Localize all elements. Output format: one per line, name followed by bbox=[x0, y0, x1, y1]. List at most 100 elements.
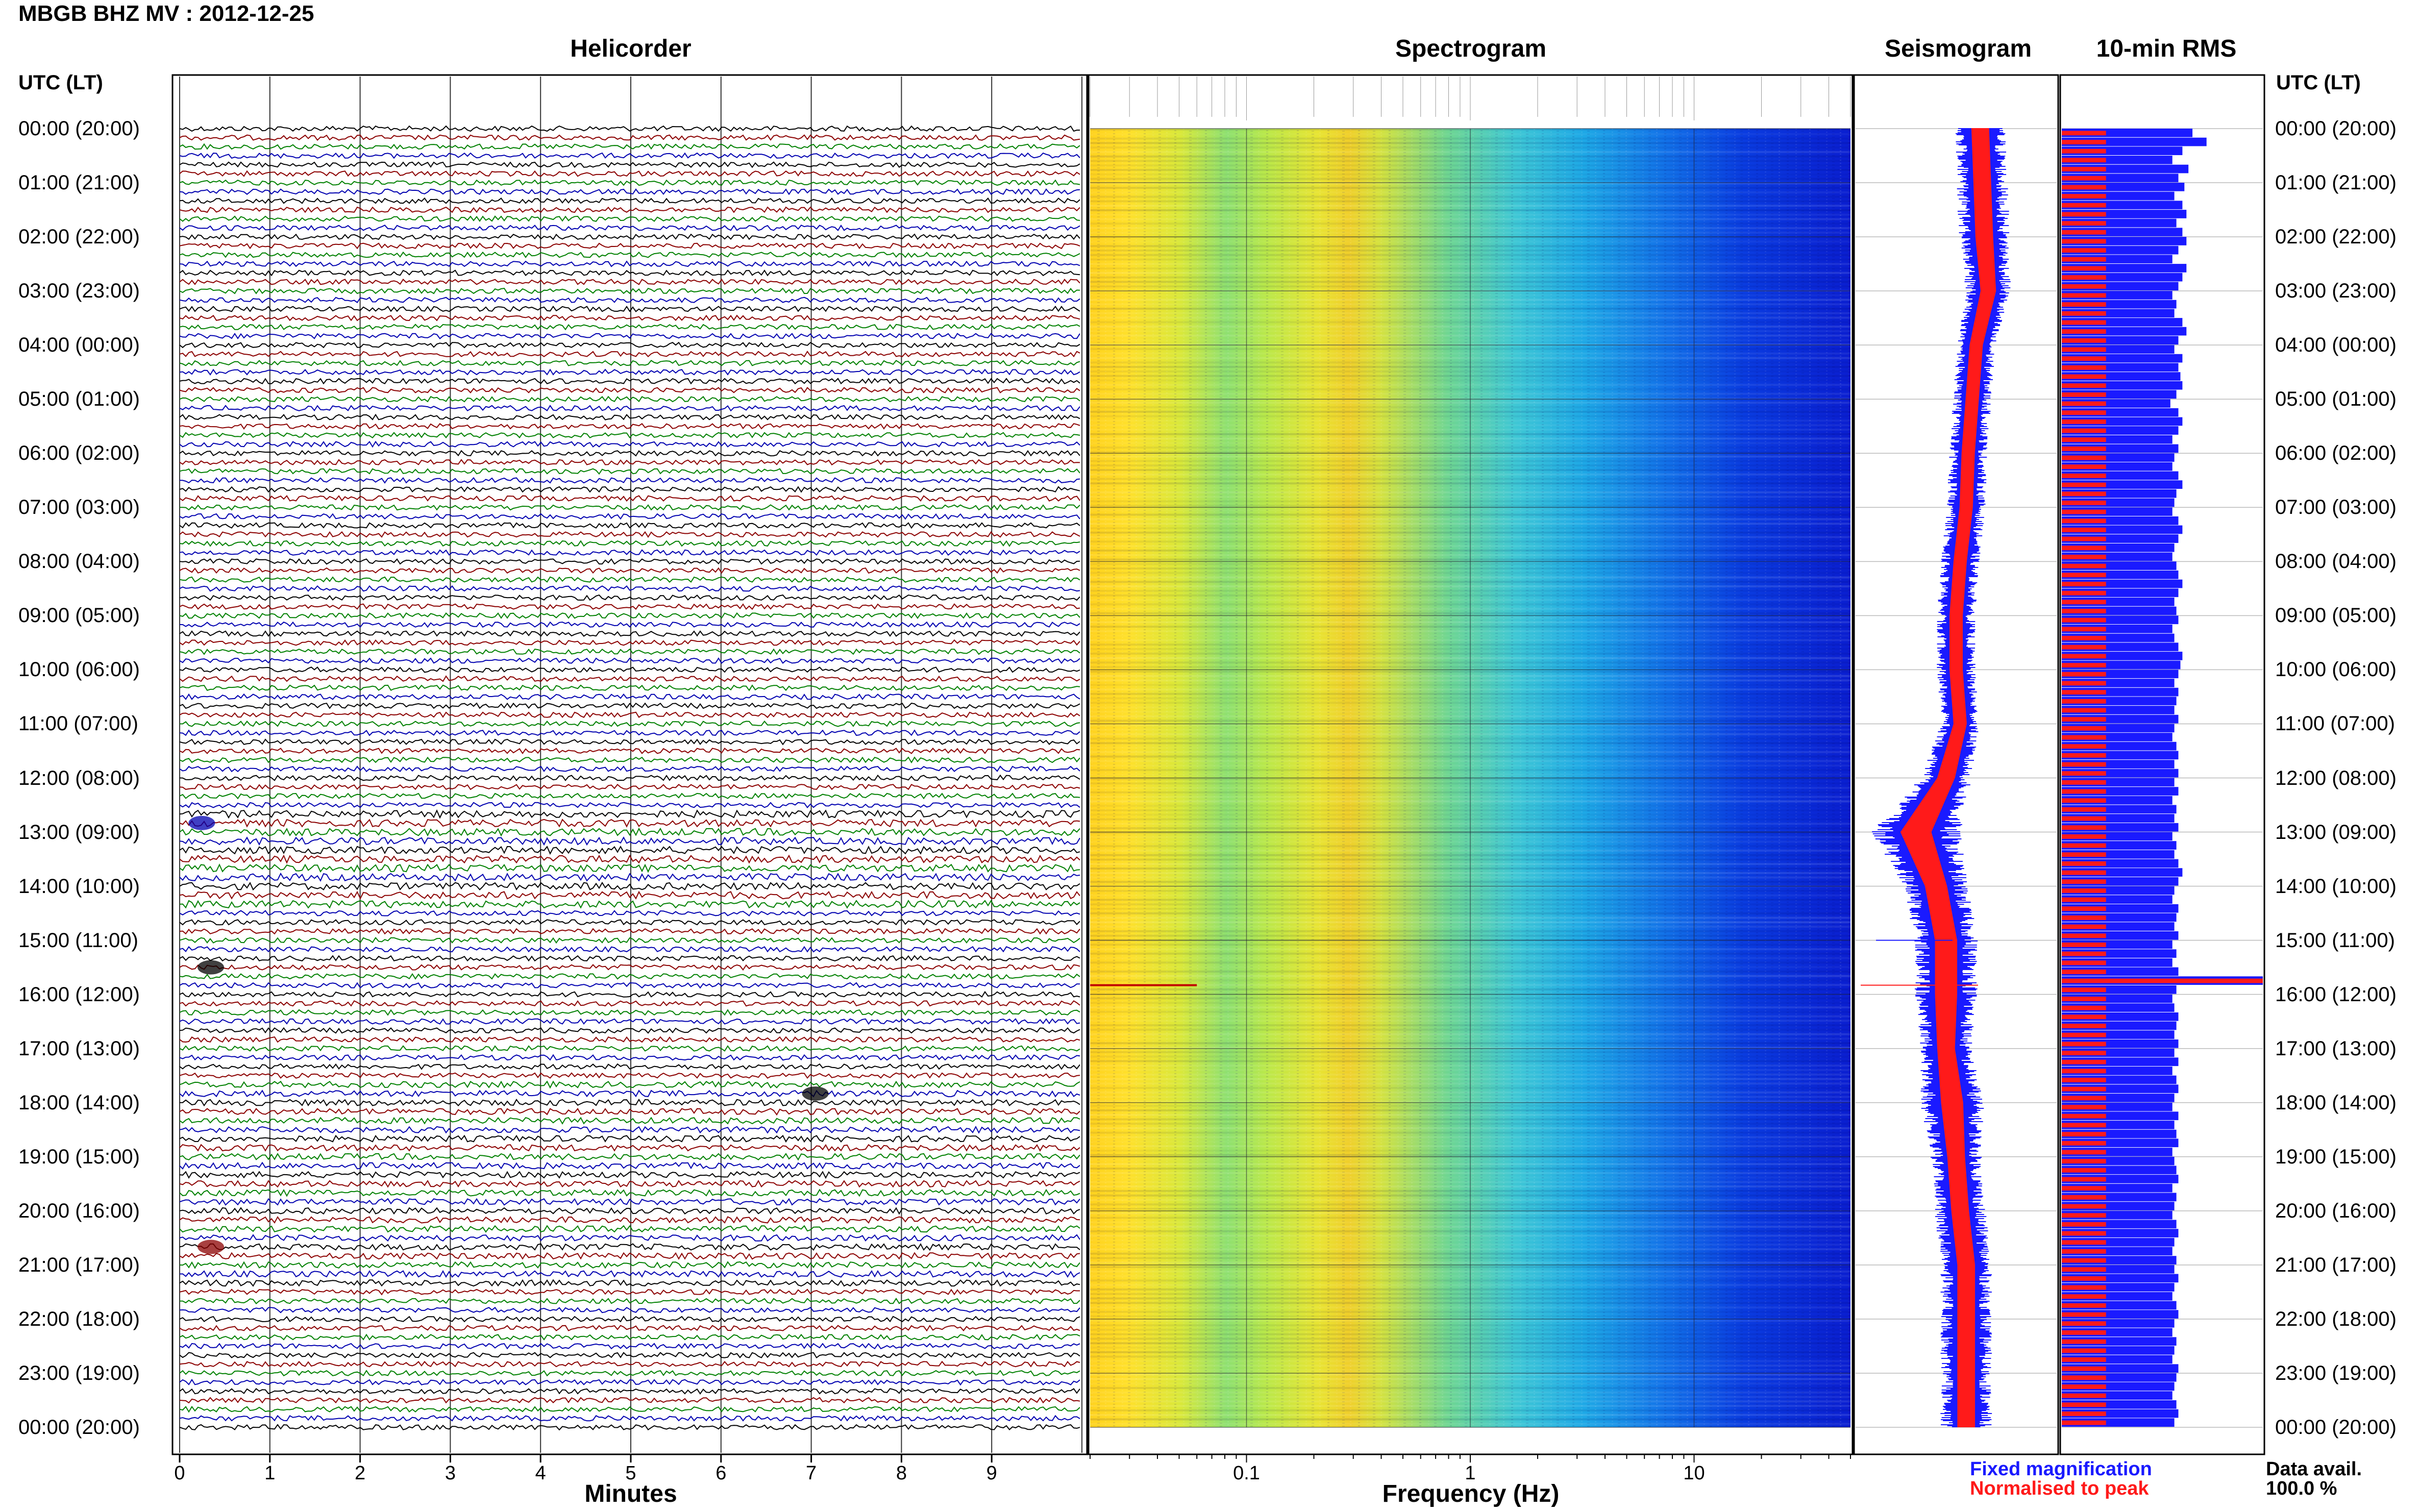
rms-normalised-bar bbox=[2062, 879, 2106, 884]
helicorder-trace bbox=[179, 1180, 1080, 1188]
rms-normalised-bar bbox=[2062, 275, 2106, 280]
time-label-right: 00:00 (20:00) bbox=[2275, 117, 2397, 140]
helicorder-trace bbox=[179, 522, 1080, 529]
rms-normalised-bar bbox=[2062, 293, 2106, 298]
helicorder-trace bbox=[179, 134, 1080, 141]
helicorder-trace bbox=[179, 1054, 1080, 1061]
helicorder-trace bbox=[179, 1125, 1080, 1134]
rms-normalised-bar bbox=[2062, 212, 2106, 217]
helicorder-trace bbox=[179, 783, 1080, 790]
time-label-left: 00:00 (20:00) bbox=[18, 1416, 140, 1439]
rms-normalised-bar bbox=[2062, 563, 2106, 568]
helicorder-trace bbox=[179, 1306, 1080, 1313]
helicorder-trace bbox=[179, 341, 1080, 349]
rms-normalised-bar bbox=[2062, 951, 2106, 956]
time-label-left: 00:00 (20:00) bbox=[18, 117, 140, 140]
rms-normalised-bar bbox=[2062, 690, 2106, 695]
helicorder-trace bbox=[179, 269, 1080, 277]
time-label-left: 22:00 (18:00) bbox=[18, 1307, 140, 1330]
rms-normalised-bar bbox=[2062, 383, 2106, 388]
rms-normalised-bar bbox=[2062, 1042, 2106, 1047]
time-label-left: 07:00 (03:00) bbox=[18, 496, 140, 519]
rms-normalised-bar bbox=[2062, 681, 2106, 686]
time-label-right: 23:00 (19:00) bbox=[2275, 1361, 2397, 1384]
rms-normalised-bar bbox=[2062, 582, 2106, 586]
time-label-right: 10:00 (06:00) bbox=[2275, 658, 2397, 681]
rms-normalised-bar bbox=[2062, 518, 2106, 524]
helicorder-trace bbox=[179, 558, 1080, 565]
rms-normalised-bar bbox=[2062, 1267, 2106, 1272]
time-label-right: 21:00 (17:00) bbox=[2275, 1253, 2397, 1276]
spectrogram-title: Spectrogram bbox=[1395, 35, 1547, 62]
rms-normalised-bar bbox=[2062, 1132, 2106, 1136]
helicorder-trace bbox=[179, 946, 1080, 953]
helicorder-trace bbox=[179, 1009, 1080, 1016]
helicorder-trace bbox=[179, 225, 1080, 231]
spectrogram-tick-marks bbox=[1090, 77, 1851, 1463]
time-label-right: 20:00 (16:00) bbox=[2275, 1199, 2397, 1222]
rms-normalised-bar bbox=[2062, 726, 2106, 731]
time-label-left: 14:00 (10:00) bbox=[18, 875, 140, 898]
rms-bars bbox=[2062, 129, 2263, 1427]
time-label-left: 10:00 (06:00) bbox=[18, 658, 140, 681]
rms-normalised-bar bbox=[2062, 230, 2106, 235]
time-label-left: 09:00 (05:00) bbox=[18, 604, 140, 627]
time-label-right: 16:00 (12:00) bbox=[2275, 983, 2397, 1006]
helicorder-trace bbox=[179, 657, 1080, 664]
helicorder-trace bbox=[179, 314, 1080, 321]
helicorder-trace bbox=[179, 1261, 1080, 1269]
rms-normalised-bar bbox=[2062, 1312, 2106, 1317]
helicorder-trace bbox=[179, 486, 1080, 493]
time-label-right: 22:00 (18:00) bbox=[2275, 1307, 2397, 1330]
rms-normalised-bar bbox=[2062, 1177, 2106, 1182]
helicorder-trace bbox=[179, 836, 1080, 846]
helicorder-trace bbox=[179, 413, 1080, 420]
helicorder-trace bbox=[179, 648, 1080, 655]
time-label-right: 04:00 (00:00) bbox=[2275, 334, 2397, 357]
rms-normalised-bar bbox=[2062, 861, 2106, 866]
helicorder-trace bbox=[179, 910, 1080, 916]
rms-normalised-bar bbox=[2062, 600, 2106, 605]
rms-normalised-bar bbox=[2062, 1330, 2106, 1335]
helicorder-trace bbox=[179, 305, 1080, 312]
helicorder-trace bbox=[179, 928, 1080, 935]
time-label-left: 08:00 (04:00) bbox=[18, 550, 140, 573]
rms-normalised-bar bbox=[2062, 320, 2106, 325]
rms-normalised-bar bbox=[2062, 1186, 2106, 1191]
helicorder-trace bbox=[179, 1360, 1080, 1368]
rms-normalised-bar bbox=[2062, 1096, 2106, 1101]
rms-normalised-bar bbox=[2062, 843, 2106, 848]
rms-normalised-bar bbox=[2062, 221, 2106, 226]
time-label-left: 18:00 (14:00) bbox=[18, 1091, 140, 1114]
legend-normalised-to-peak: Normalised to peak bbox=[1970, 1478, 2149, 1499]
helicorder-trace bbox=[179, 333, 1080, 340]
time-label-right: 08:00 (04:00) bbox=[2275, 550, 2397, 573]
rms-normalised-bar bbox=[2062, 1258, 2106, 1263]
helicorder-trace bbox=[179, 152, 1080, 159]
helicorder-trace bbox=[179, 368, 1080, 376]
helicorder-xlabel: Minutes bbox=[584, 1480, 677, 1507]
time-label-left: 13:00 (09:00) bbox=[18, 821, 140, 844]
rms-normalised-bar bbox=[2062, 374, 2106, 379]
helicorder-trace bbox=[179, 890, 1080, 900]
helicorder-trace bbox=[179, 792, 1080, 800]
rms-normalised-bar bbox=[2062, 131, 2106, 136]
helicorder-trace bbox=[179, 990, 1080, 998]
rms-normalised-bar bbox=[2062, 852, 2106, 857]
helicorder-trace bbox=[179, 378, 1080, 385]
helicorder-trace bbox=[179, 872, 1080, 882]
helicorder-trace bbox=[179, 684, 1080, 691]
rms-normalised-bar bbox=[2062, 1240, 2106, 1245]
helicorder-event bbox=[802, 1086, 829, 1101]
time-label-right: 12:00 (08:00) bbox=[2275, 766, 2397, 789]
helicorder-trace bbox=[179, 765, 1080, 773]
rms-normalised-bar bbox=[2062, 1024, 2106, 1028]
rms-normalised-bar bbox=[2062, 771, 2106, 776]
rms-normalised-bar bbox=[2062, 365, 2106, 370]
helicorder-trace bbox=[179, 863, 1080, 873]
rms-normalised-bar bbox=[2062, 1231, 2106, 1236]
rms-normalised-bar bbox=[2062, 573, 2106, 578]
helicorder-trace bbox=[179, 802, 1080, 808]
rms-normalised-bar bbox=[2062, 455, 2106, 460]
